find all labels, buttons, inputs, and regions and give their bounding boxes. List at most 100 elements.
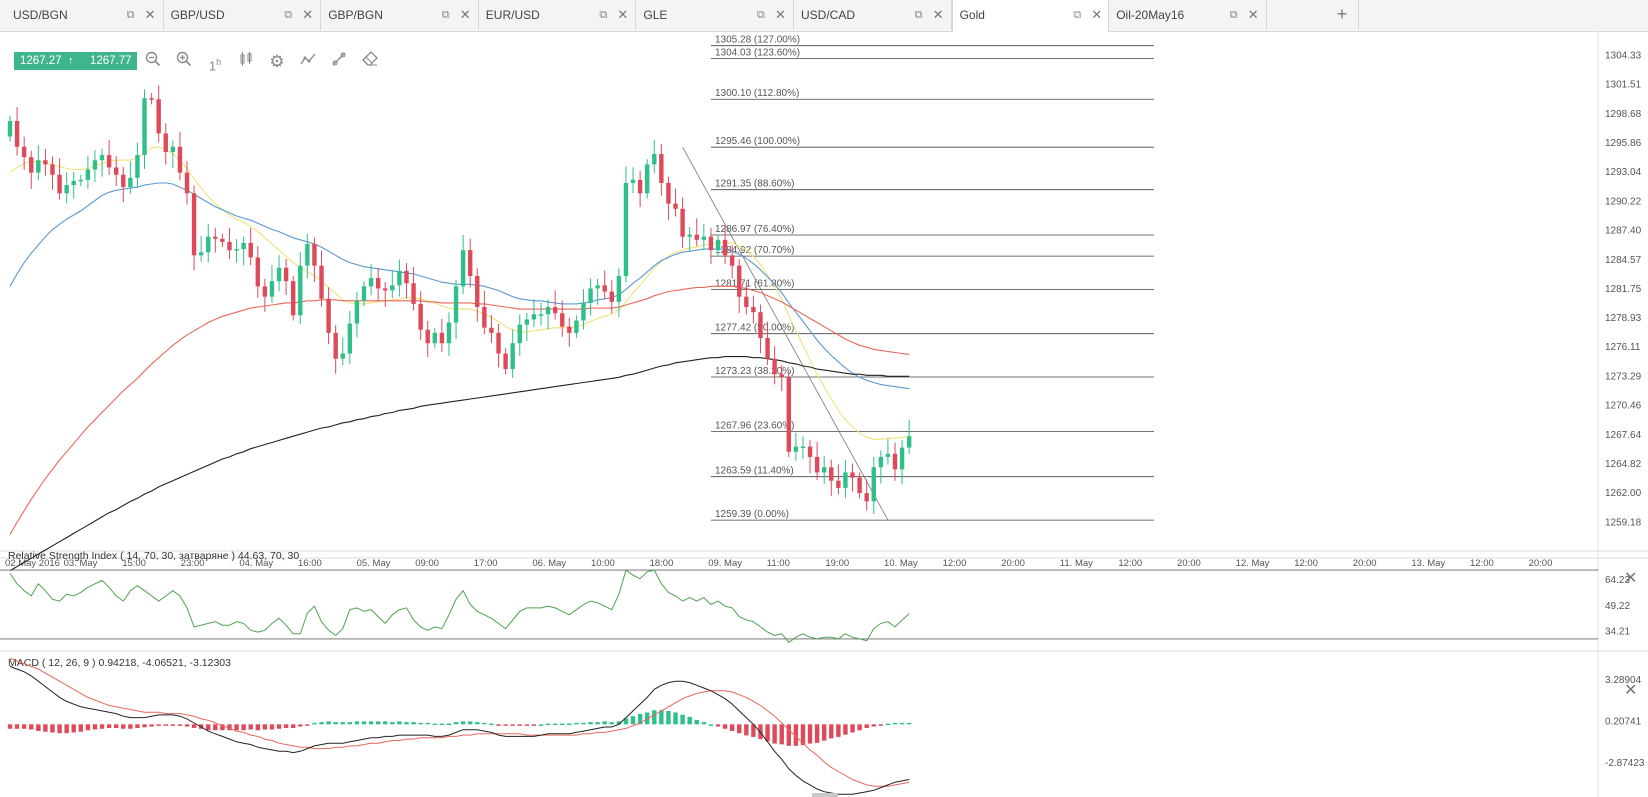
- tab-usd-cad[interactable]: USD/CAD ⧉ ✕: [794, 0, 952, 30]
- quote-badge[interactable]: 1267.27 ↑ 1267.77: [14, 52, 137, 70]
- candle-body: [78, 179, 83, 182]
- tab-gbp-usd[interactable]: GBP/USD ⧉ ✕: [164, 0, 322, 30]
- price-tick-label: 1259.18: [1605, 517, 1642, 528]
- macd-histogram-bar: [14, 724, 20, 729]
- candle-body: [206, 236, 211, 253]
- macd-histogram-bar: [814, 724, 820, 743]
- macd-histogram-bar: [114, 724, 119, 729]
- candle-body: [503, 353, 508, 370]
- macd-histogram-bar: [878, 724, 884, 726]
- fibonacci-level-label: 1277.42 (50.00%): [715, 323, 795, 334]
- price-tick-label: 1262.00: [1605, 488, 1642, 499]
- macd-histogram-bar: [623, 718, 629, 725]
- candle-body: [50, 164, 55, 175]
- close-icon[interactable]: ✕: [932, 7, 944, 22]
- macd-histogram-bar: [574, 722, 579, 725]
- indicator-icon[interactable]: [297, 51, 319, 73]
- moving-average-sma_fast: [9, 146, 910, 440]
- candle-body: [814, 456, 820, 473]
- pin-icon[interactable]: ⧉: [914, 9, 923, 21]
- candle-body: [567, 326, 572, 333]
- zoom-out-icon[interactable]: [142, 51, 164, 73]
- macd-histogram-bar: [397, 721, 402, 725]
- candle-body: [822, 467, 827, 473]
- close-icon[interactable]: ✕: [144, 7, 156, 22]
- candle-body: [517, 324, 522, 344]
- macd-tick-label: 3.28904: [1605, 675, 1642, 686]
- pin-icon[interactable]: ⧉: [126, 9, 135, 21]
- timeframe-selector[interactable]: 1h: [204, 51, 226, 73]
- close-icon[interactable]: ✕: [459, 7, 471, 22]
- pin-icon[interactable]: ⧉: [1073, 9, 1082, 21]
- candle-body: [545, 307, 551, 315]
- time-tick-label: 20:00: [1353, 558, 1377, 569]
- close-icon[interactable]: ✕: [1091, 7, 1103, 22]
- macd-histogram-bar: [545, 723, 551, 726]
- timeframe-unit: h: [216, 57, 222, 67]
- tab-gold[interactable]: Gold ⧉ ✕: [951, 0, 1110, 32]
- close-icon[interactable]: ✕: [1247, 7, 1259, 22]
- time-tick-label: 23:00: [181, 558, 205, 569]
- pin-icon[interactable]: ⧉: [1229, 9, 1238, 21]
- macd-histogram-bar: [892, 722, 898, 725]
- candle-body: [64, 185, 69, 194]
- time-tick-label: 09:00: [415, 558, 439, 569]
- pin-icon[interactable]: ⧉: [284, 9, 293, 21]
- candle-body: [489, 327, 494, 333]
- candle-body: [609, 291, 614, 302]
- zoom-in-icon[interactable]: [173, 51, 195, 73]
- chart-canvas[interactable]: 1304.33 1301.51 1298.68 1295.86 1293.04 1290.…: [0, 31, 1648, 797]
- macd-histogram-bar: [531, 724, 537, 726]
- pin-icon[interactable]: ⧉: [441, 9, 450, 21]
- candle-body: [460, 250, 466, 287]
- candle-body: [482, 307, 487, 328]
- macd-histogram-bar: [744, 724, 749, 736]
- candle-body: [121, 174, 126, 188]
- time-tick-label: 03. May: [64, 558, 98, 569]
- macd-histogram-bar: [460, 721, 466, 725]
- close-icon[interactable]: ✕: [617, 7, 629, 22]
- candle-body: [510, 343, 515, 370]
- close-icon[interactable]: ✕: [1624, 682, 1638, 699]
- candle-body: [255, 257, 260, 287]
- gear-icon[interactable]: ⚙: [269, 52, 285, 71]
- tab-eur-usd[interactable]: EUR/USD ⧉ ✕: [479, 0, 637, 30]
- macd-histogram-bar: [836, 724, 841, 737]
- close-icon[interactable]: ✕: [1624, 570, 1638, 587]
- tab-oil-20may16[interactable]: Oil-20May16 ⧉ ✕: [1109, 0, 1267, 30]
- price-tick-label: 1273.29: [1605, 371, 1642, 382]
- time-tick-label: 12:00: [1294, 558, 1318, 569]
- price-tick-label: 1284.57: [1605, 255, 1642, 266]
- tab-usd-bgn[interactable]: USD/BGN ⧉ ✕: [6, 0, 164, 30]
- time-tick-label: 12. May: [1236, 558, 1270, 569]
- time-tick-label: 19:00: [825, 558, 849, 569]
- macd-histogram-bar: [305, 724, 310, 726]
- macd-histogram-bar: [793, 724, 799, 746]
- candle-type-icon[interactable]: [235, 51, 257, 73]
- pin-icon[interactable]: ⧉: [756, 9, 765, 21]
- candle-body: [29, 157, 34, 173]
- close-icon[interactable]: ✕: [302, 7, 314, 22]
- macd-histogram-bar: [673, 712, 678, 725]
- macd-histogram-bar: [312, 722, 317, 725]
- plus-icon[interactable]: +: [1326, 0, 1359, 30]
- close-icon[interactable]: ✕: [774, 7, 786, 22]
- fibonacci-level-label: 1304.03 (123.60%): [715, 48, 800, 59]
- macd-histogram-bar: [177, 724, 183, 726]
- pin-icon[interactable]: ⧉: [599, 9, 608, 21]
- candle-body: [269, 281, 275, 297]
- candle-body: [722, 239, 728, 256]
- macd-histogram-bar: [786, 724, 791, 746]
- macd-histogram-bar: [411, 722, 416, 725]
- price-tick-label: 1298.68: [1605, 109, 1642, 120]
- tab-label: USD/BGN: [13, 8, 68, 22]
- macd-histogram-bar: [567, 723, 572, 726]
- time-tick-label: 12:00: [1118, 558, 1142, 569]
- candle-body: [666, 182, 671, 204]
- time-tick-label: 20:00: [1001, 558, 1025, 569]
- tab-gbp-bgn[interactable]: GBP/BGN ⧉ ✕: [321, 0, 479, 30]
- eraser-icon[interactable]: [359, 51, 381, 73]
- line-draw-icon[interactable]: [328, 51, 350, 73]
- tab-gle[interactable]: GLE ⧉ ✕: [636, 0, 794, 30]
- macd-histogram-bar: [595, 722, 600, 725]
